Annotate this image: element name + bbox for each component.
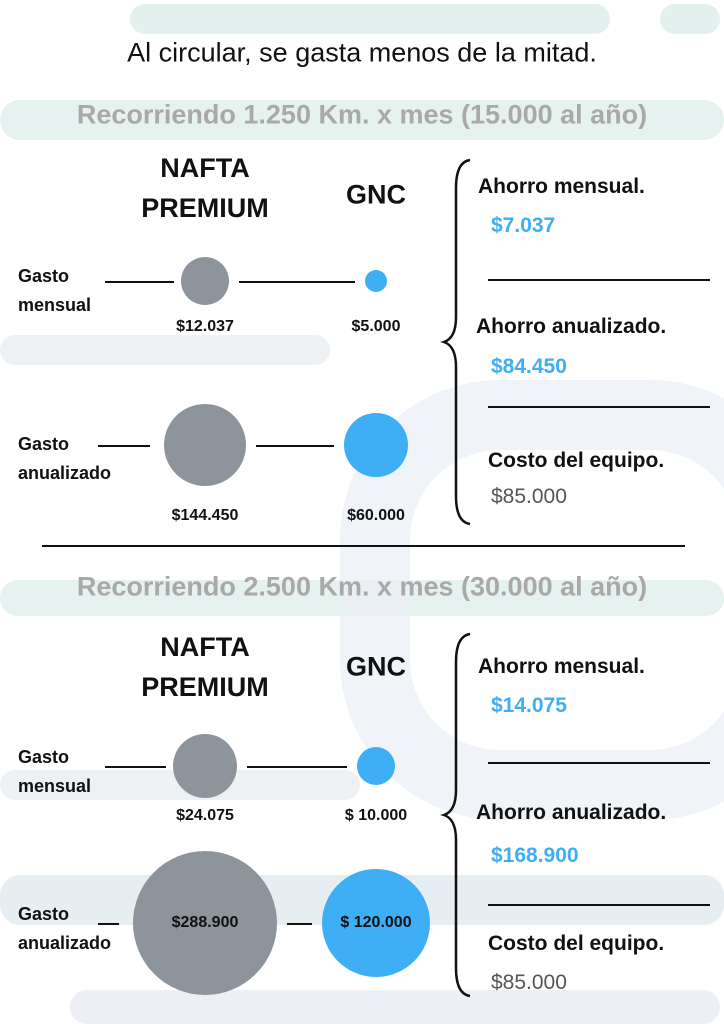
nafta-circle — [181, 257, 229, 305]
connector — [98, 923, 119, 925]
decoration — [0, 100, 724, 140]
section-heading: Recorriendo 1.250 Km. x mes (15.000 al a… — [76, 99, 648, 130]
gnc-circle — [365, 270, 387, 292]
nafta-value: $144.450 — [171, 507, 239, 524]
decoration — [70, 990, 720, 1024]
gnc-circle — [322, 869, 430, 977]
connector — [256, 445, 334, 447]
nafta-value: $12.037 — [176, 318, 234, 335]
gnc-value: $60.000 — [347, 507, 405, 524]
summary-value: $84.450 — [491, 355, 567, 378]
nafta-circle — [133, 851, 277, 995]
row-label: Gasto anualizado — [18, 904, 112, 953]
separator — [488, 762, 710, 764]
connector — [287, 923, 312, 925]
summary-label: Ahorro mensual. — [478, 175, 645, 198]
connector — [105, 281, 174, 283]
summary-value: $168.900 — [491, 844, 579, 867]
summary-value: $85.000 — [491, 971, 567, 994]
nafta-circle — [164, 404, 246, 486]
connector — [98, 445, 150, 447]
connector — [105, 766, 166, 768]
summary-label: Ahorro mensual. — [478, 655, 645, 678]
summary-label: Ahorro anualizado. — [476, 315, 667, 338]
summary-label: Ahorro anualizado. — [476, 801, 667, 824]
summary-label: Costo del equipo. — [488, 932, 665, 955]
separator — [488, 279, 710, 281]
section-heading: Recorriendo 2.500 Km. x mes (30.000 al a… — [76, 571, 648, 602]
nafta-value: $288.900 — [171, 914, 239, 931]
brace — [440, 632, 471, 998]
brace — [440, 158, 471, 526]
nafta-circle — [173, 734, 237, 798]
summary-value: $7.037 — [491, 214, 556, 237]
gnc-value: $ 120.000 — [340, 914, 412, 931]
decoration — [660, 4, 720, 34]
summary-value: $85.000 — [491, 485, 567, 508]
nafta-value: $24.075 — [176, 807, 234, 824]
decoration — [0, 335, 330, 365]
summary-label: Costo del equipo. — [488, 449, 665, 472]
gnc-value: $5.000 — [351, 318, 401, 335]
row-label: Gasto anualizado — [18, 434, 112, 483]
column-header: GNC — [346, 179, 406, 210]
connector — [247, 766, 347, 768]
separator — [488, 406, 710, 408]
column-header: GNC — [346, 651, 406, 682]
separator — [488, 904, 710, 906]
gnc-value: $ 10.000 — [344, 807, 408, 824]
column-header: NAFTA PREMIUM — [141, 632, 269, 702]
gnc-circle — [357, 747, 395, 785]
row-label: Gasto mensual — [18, 266, 92, 315]
summary-value: $14.075 — [491, 694, 567, 717]
gnc-circle — [344, 413, 408, 477]
row-label: Gasto mensual — [18, 747, 92, 796]
decoration — [130, 4, 610, 34]
connector — [239, 281, 355, 283]
divider — [42, 545, 685, 547]
column-header: NAFTA PREMIUM — [141, 153, 269, 223]
title: Al circular, se gasta menos de la mitad. — [127, 37, 597, 68]
